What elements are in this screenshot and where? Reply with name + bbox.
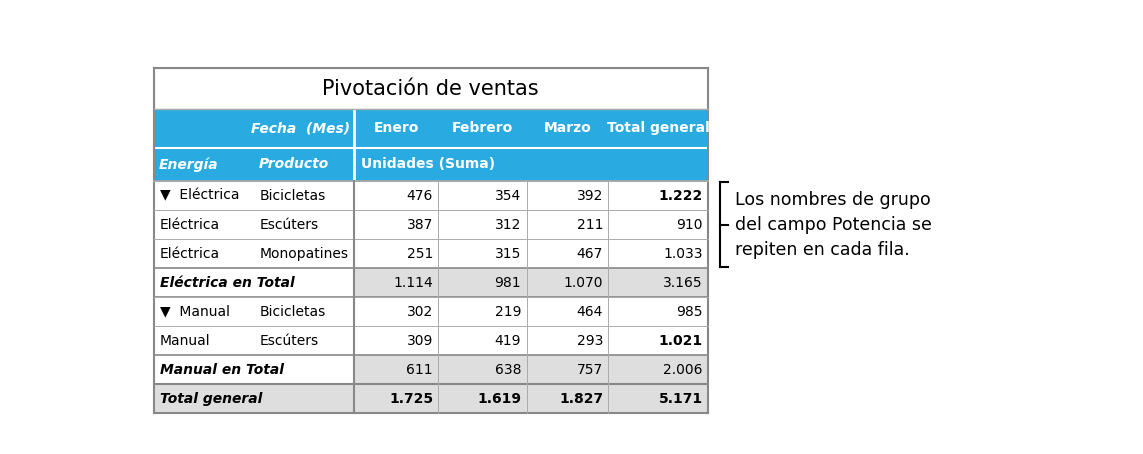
Text: Marzo: Marzo [544,121,591,135]
Text: 981: 981 [495,276,521,290]
Text: 354: 354 [495,188,521,202]
Text: 464: 464 [577,305,604,319]
Text: Los nombres de grupo
del campo Potencia se
repiten en cada fila.: Los nombres de grupo del campo Potencia … [735,191,933,258]
Text: 293: 293 [577,334,604,348]
Text: 251: 251 [407,247,433,261]
Bar [153,239,354,268]
Text: 5.171: 5.171 [658,392,703,405]
Text: Manual en Total: Manual en Total [160,363,283,377]
Text: Enero: Enero [374,121,419,135]
Text: 387: 387 [407,217,433,232]
Bar [153,326,354,355]
Text: Eléctrica: Eléctrica [160,247,219,261]
Text: 1.827: 1.827 [559,392,604,405]
Text: 1.114: 1.114 [393,276,433,290]
Text: Eléctrica en Total: Eléctrica en Total [160,276,295,290]
Text: 1.070: 1.070 [563,276,604,290]
Bar [153,384,354,413]
Text: 910: 910 [677,217,703,232]
Bar [354,239,708,268]
Bar [153,148,708,181]
Bar [153,109,708,148]
Text: ▼  Manual: ▼ Manual [160,305,230,319]
Text: 392: 392 [577,188,604,202]
Text: Monopatines: Monopatines [259,247,349,261]
Bar [153,355,354,384]
Bar [153,210,354,239]
Text: Eléctrica: Eléctrica [160,217,219,232]
Text: Total general: Total general [160,392,262,405]
Text: 638: 638 [495,363,521,377]
Text: Bicicletas: Bicicletas [259,305,326,319]
Text: Manual: Manual [160,334,210,348]
Text: 467: 467 [577,247,604,261]
Text: 315: 315 [495,247,521,261]
Text: 1.222: 1.222 [658,188,703,202]
Text: Fecha  (Mes): Fecha (Mes) [250,121,350,135]
Bar [153,297,354,326]
Bar [153,268,354,297]
Text: Escúters: Escúters [259,217,319,232]
Text: 1.725: 1.725 [389,392,433,405]
Text: ▼  Eléctrica: ▼ Eléctrica [160,188,239,202]
Text: Producto: Producto [258,158,329,172]
Text: Escúters: Escúters [259,334,319,348]
Text: 1.619: 1.619 [477,392,521,405]
Bar [354,384,708,413]
Text: 312: 312 [495,217,521,232]
Text: 1.033: 1.033 [663,247,703,261]
Text: 219: 219 [495,305,521,319]
Text: Energía: Energía [159,157,218,172]
Bar [354,181,708,210]
Text: Pivotación de ventas: Pivotación de ventas [322,79,539,99]
Bar [153,181,354,210]
Text: 211: 211 [577,217,604,232]
Text: 757: 757 [577,363,604,377]
Bar [354,268,708,297]
Text: Febrero: Febrero [451,121,513,135]
Text: 419: 419 [495,334,521,348]
Text: 1.021: 1.021 [658,334,703,348]
Text: 985: 985 [677,305,703,319]
Text: 302: 302 [407,305,433,319]
Text: Bicicletas: Bicicletas [259,188,326,202]
Bar [153,69,708,109]
Bar [354,326,708,355]
Bar [354,355,708,384]
Text: 309: 309 [407,334,433,348]
Bar [354,297,708,326]
Text: Total general: Total general [607,121,710,135]
Text: 476: 476 [407,188,433,202]
Bar [354,210,708,239]
Text: 611: 611 [407,363,433,377]
Text: 3.165: 3.165 [663,276,703,290]
Text: Unidades (Suma): Unidades (Suma) [361,158,495,172]
Text: 2.006: 2.006 [663,363,703,377]
